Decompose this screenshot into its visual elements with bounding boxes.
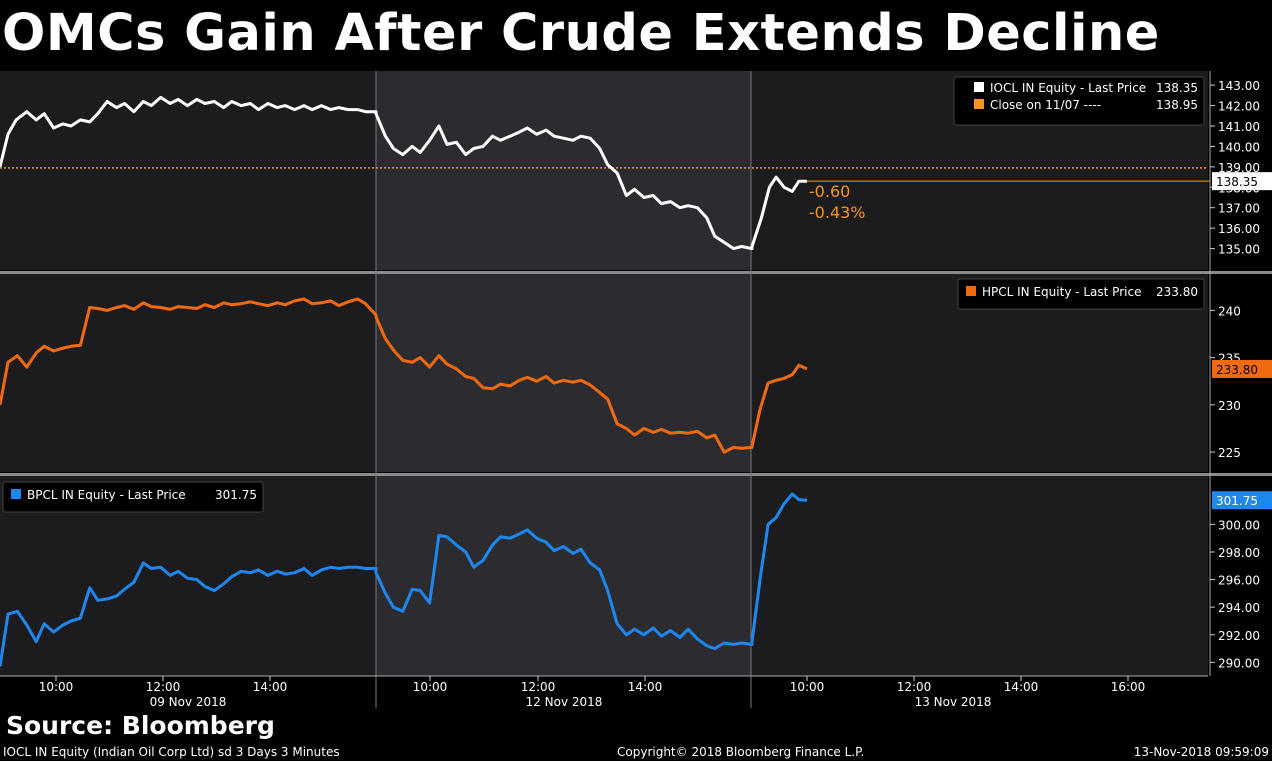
x-tick-label: 14:00 (628, 680, 663, 694)
series-line (0, 492, 808, 667)
change-label: -0.60 (809, 182, 850, 201)
last-value-tag-label: 301.75 (1216, 494, 1258, 508)
y-tick-label: 140.00 (1218, 140, 1260, 154)
chart-title: OMCs Gain After Crude Extends Decline (2, 4, 1160, 63)
legend-value: 138.35 (1156, 81, 1198, 95)
legend-swatch (974, 99, 984, 109)
last-value-tag (1212, 172, 1272, 191)
legend-swatch (966, 286, 976, 296)
last-value-tag (1212, 359, 1272, 378)
y-tick-label: 294.00 (1218, 601, 1260, 615)
x-date-label: 12 Nov 2018 (526, 695, 603, 709)
legend-value: 138.95 (1156, 98, 1198, 112)
y-tick-label: 230 (1218, 399, 1241, 413)
x-tick-label: 14:00 (253, 680, 288, 694)
y-tick-label: 137.00 (1218, 202, 1260, 216)
legend-swatch (974, 82, 984, 92)
y-tick-label: 298.00 (1218, 546, 1260, 560)
footer-copyright: Copyright© 2018 Bloomberg Finance L.P. (617, 745, 865, 759)
x-tick-label: 12:00 (897, 680, 932, 694)
y-tick-label: 240 (1218, 304, 1241, 318)
panel-separator (0, 271, 1272, 274)
y-tick-label: 143.00 (1218, 79, 1260, 93)
last-value-tag (1212, 491, 1272, 510)
legend-label: Close on 11/07 ---- (990, 98, 1101, 112)
x-tick-label: 12:00 (146, 680, 181, 694)
legend-label: HPCL IN Equity - Last Price (982, 285, 1141, 299)
shaded-session (376, 476, 751, 676)
panel-separator (0, 473, 1272, 476)
x-tick-label: 10:00 (39, 680, 74, 694)
y-tick-label: 300.00 (1218, 518, 1260, 532)
legend-box (953, 76, 1205, 126)
legend-label: BPCL IN Equity - Last Price (27, 488, 186, 502)
y-tick-label: 296.00 (1218, 574, 1260, 588)
legend-value: 233.80 (1156, 285, 1198, 299)
series-line (0, 297, 808, 454)
y-tick-label: 225 (1218, 446, 1241, 460)
x-tick-label: 16:00 (1111, 680, 1146, 694)
footer-timestamp: 13-Nov-2018 09:59:09 (1133, 745, 1269, 759)
y-tick-label: 142.00 (1218, 100, 1260, 114)
y-tick-label: 135.00 (1218, 243, 1260, 257)
footer-security-description: IOCL IN Equity (Indian Oil Corp Ltd) sd … (3, 745, 340, 759)
x-date-label: 09 Nov 2018 (150, 695, 227, 709)
y-tick-label: 290.00 (1218, 656, 1260, 670)
legend-box (957, 278, 1205, 310)
legend-box (2, 481, 264, 513)
y-tick-label: 136.00 (1218, 222, 1260, 236)
y-tick-label: 139.00 (1218, 161, 1260, 175)
last-value-tag-label: 138.35 (1216, 175, 1258, 189)
x-tick-label: 14:00 (1004, 680, 1039, 694)
shaded-session (376, 274, 751, 472)
y-tick-label: 141.00 (1218, 120, 1260, 134)
legend-value: 301.75 (215, 488, 257, 502)
shaded-session (376, 71, 751, 270)
y-tick-label: 292.00 (1218, 629, 1260, 643)
legend-label: IOCL IN Equity - Last Price (990, 81, 1146, 95)
x-tick-label: 10:00 (413, 680, 448, 694)
series-line (0, 95, 807, 251)
legend-swatch (11, 489, 21, 499)
x-date-label: 13 Nov 2018 (915, 695, 992, 709)
source-label: Source: Bloomberg (6, 711, 275, 740)
last-value-tag-label: 233.80 (1216, 363, 1258, 377)
chart-area: 143.00142.00141.00140.00139.00138.00137.… (0, 71, 1272, 709)
change-label: -0.43% (809, 203, 866, 222)
x-tick-label: 10:00 (790, 680, 825, 694)
x-tick-label: 12:00 (521, 680, 556, 694)
